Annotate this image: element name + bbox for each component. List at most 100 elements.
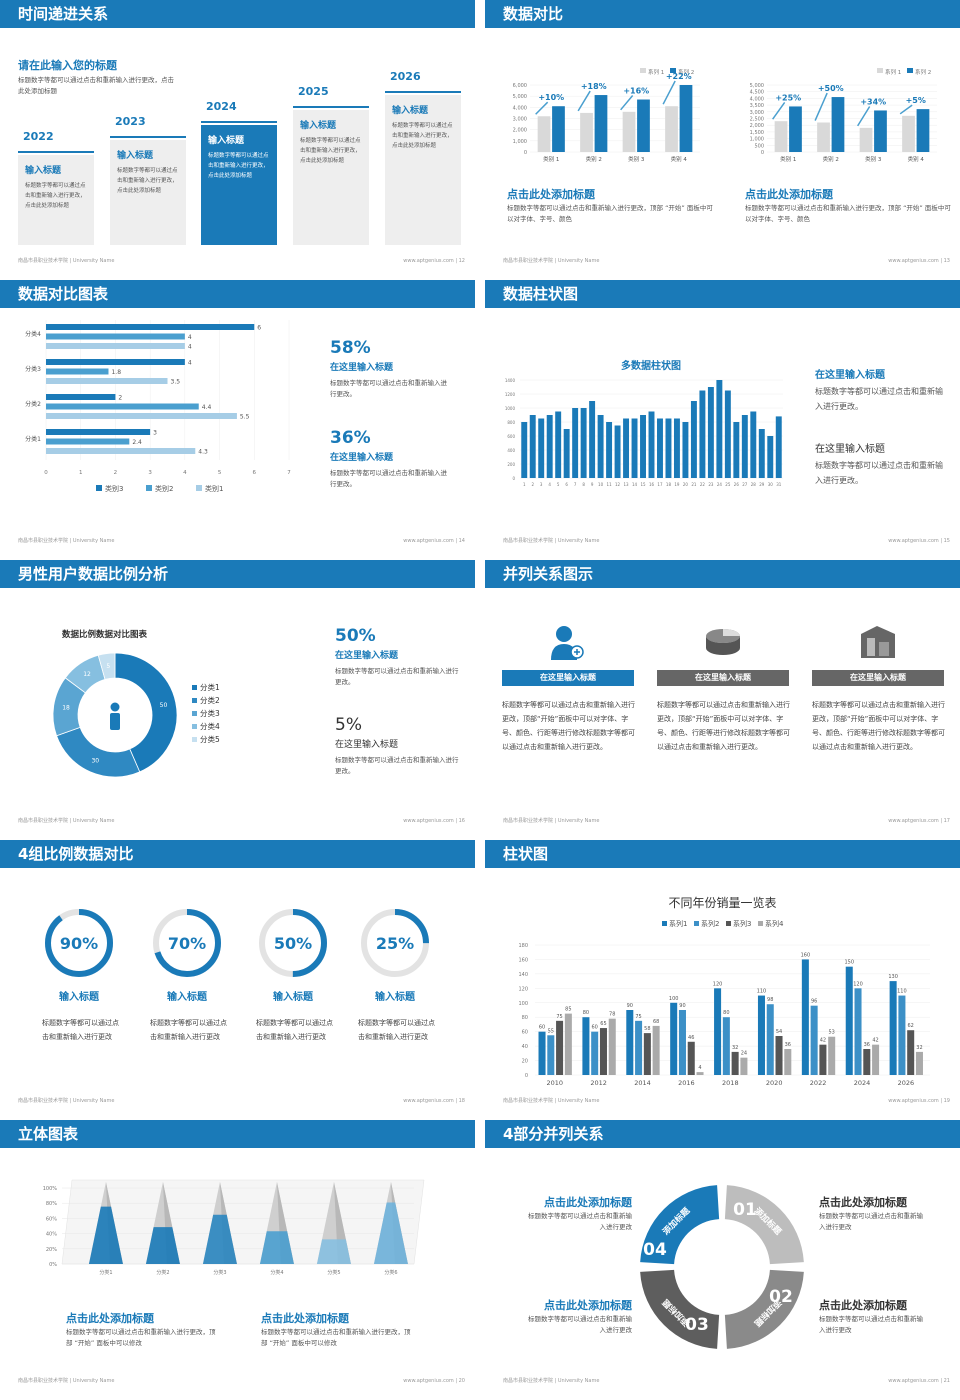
data-label: 58 (644, 1026, 650, 1032)
data-label: 5.5 (240, 414, 250, 421)
bar (741, 415, 748, 478)
step-box: 输入标题 标题数字等都可以通过点击和重新输入进行更改，点击此处添加标题 (385, 95, 461, 245)
data-label: 32 (732, 1045, 738, 1051)
segment-number: 02 (769, 1287, 793, 1307)
tick-label: 1 (79, 470, 83, 476)
tick-label: 140 (518, 972, 528, 978)
bar (589, 401, 596, 478)
bar (819, 1044, 827, 1075)
category-label: 类别 2 (586, 155, 602, 163)
growth-label: +5% (906, 96, 926, 105)
data-label: 4 (188, 360, 192, 367)
tick-label: 4,000 (750, 96, 764, 102)
footer-right: www.aptgenius.com | 18 (403, 1098, 465, 1104)
step-divider (110, 136, 186, 138)
bar (46, 359, 185, 365)
bar (580, 112, 593, 152)
bar (854, 988, 862, 1075)
category-label: 2010 (546, 1079, 563, 1087)
legend-label: 系列 1 (648, 68, 664, 76)
text-br-title: 点击此处添加标题 (819, 1299, 907, 1312)
intro-text: 标题数字等都可以通过点击和重新输入进行更改，点击此处添加标题 (18, 76, 174, 95)
tick-label: 1,000 (750, 137, 764, 143)
bar (46, 368, 109, 375)
bar (872, 1044, 880, 1075)
legend-swatch (96, 485, 102, 491)
legend-swatch (640, 68, 646, 73)
bar (789, 106, 802, 152)
bar (757, 995, 765, 1075)
data-label: 3 (153, 430, 157, 437)
bar (580, 408, 587, 478)
legend-label: 系列1 (669, 919, 687, 928)
data-label: 85 (565, 1007, 571, 1013)
ring-chart: 70% (150, 906, 224, 980)
data-label: 110 (757, 989, 767, 995)
chart-title: 数据比例数据对比图表 (62, 630, 148, 640)
x-tick-label: 19 (674, 482, 680, 487)
x-tick-label: 21 (691, 482, 697, 487)
category-label: 类别 4 (908, 155, 925, 163)
tick-label: 1,000 (513, 139, 527, 145)
x-tick-label: 15 (640, 482, 646, 487)
bar (637, 99, 650, 152)
data-label: 42 (820, 1038, 826, 1044)
bar (529, 415, 536, 478)
ring-title: 输入标题 (167, 992, 207, 1003)
data-label: 78 (609, 1012, 615, 1018)
bar (817, 122, 830, 152)
slice-label: 30 (91, 757, 99, 764)
horizontal-bar-chart: 0 1 2 3 4 5 6 7 分类4 6 4 4 分类3 4 1.8 3.5 分类2 2 4.4 5.5 分类1 3 2.… (25, 320, 291, 493)
bar (714, 988, 722, 1075)
bar (831, 97, 845, 152)
slide-column-chart: 柱状图 不同年份销量一览表 系列1 系列2 系列3 系列4 0 20 40 60 80 100 12… (485, 840, 960, 1110)
bar (538, 418, 545, 478)
x-tick-label: 31 (776, 482, 782, 487)
legend-label: 分类5 (200, 734, 220, 744)
x-tick-label: 27 (742, 482, 748, 487)
category-label: 分类3 (25, 365, 41, 373)
tick-label: 4 (183, 470, 187, 476)
building-icon (861, 626, 895, 658)
pyramid-fill (145, 1227, 180, 1264)
footer-left: 南昌市县职业技术学院 | University Name (503, 258, 600, 264)
bar (916, 109, 930, 152)
stat2-text: 标题数字等都可以通过点击和重新输入进行更改。 (335, 756, 459, 775)
growth-arrow (814, 92, 828, 121)
data-label: 24 (741, 1051, 747, 1057)
data-label: 53 (829, 1030, 835, 1036)
ring-progress (361, 909, 429, 977)
tick-label: 80% (46, 1201, 57, 1207)
data-label: 75 (556, 1014, 562, 1020)
footer-left: 南昌市县职业技术学院 | University Name (18, 258, 115, 264)
legend-label: 分类4 (200, 721, 220, 731)
bar (46, 378, 168, 384)
bar (546, 415, 553, 478)
x-tick-label: 1 (523, 482, 526, 487)
category-label: 分类1 (99, 1269, 112, 1276)
category-label: 类别 1 (543, 155, 559, 163)
bar (555, 411, 562, 478)
slide-parallel: 并列关系图示 在这里输入标题 标题数字等都可以通过点击和重新输入进行更改，顶部“开… (485, 560, 960, 830)
data-label: 62 (908, 1023, 914, 1029)
bar (648, 411, 655, 478)
growth-arrow (772, 102, 786, 120)
bar (652, 1025, 660, 1075)
category-label: 2016 (678, 1079, 695, 1087)
slice (97, 652, 116, 680)
footer-left: 南昌市县职业技术学院 | University Name (503, 1098, 600, 1104)
legend-label: 类别3 (105, 484, 123, 493)
x-tick-label: 18 (666, 482, 672, 487)
category-label: 2026 (898, 1079, 915, 1087)
tick-label: 1400 (505, 378, 516, 383)
data-label: 90 (679, 1003, 685, 1009)
slide-compare-chart: 数据对比图表 0 1 2 3 4 5 6 7 分类4 6 4 4 分类3 4 1.8 3.5 分类2 2 4.4 5.… (0, 280, 475, 550)
data-label: 150 (844, 960, 854, 966)
data-label: 90 (627, 1003, 633, 1009)
growth-arrow (620, 95, 634, 111)
item-label: 在这里输入标题 (812, 670, 944, 686)
bar (699, 390, 706, 478)
ring-progress (45, 909, 113, 977)
building-icon (861, 626, 895, 658)
category-label: 分类4 (270, 1269, 283, 1276)
